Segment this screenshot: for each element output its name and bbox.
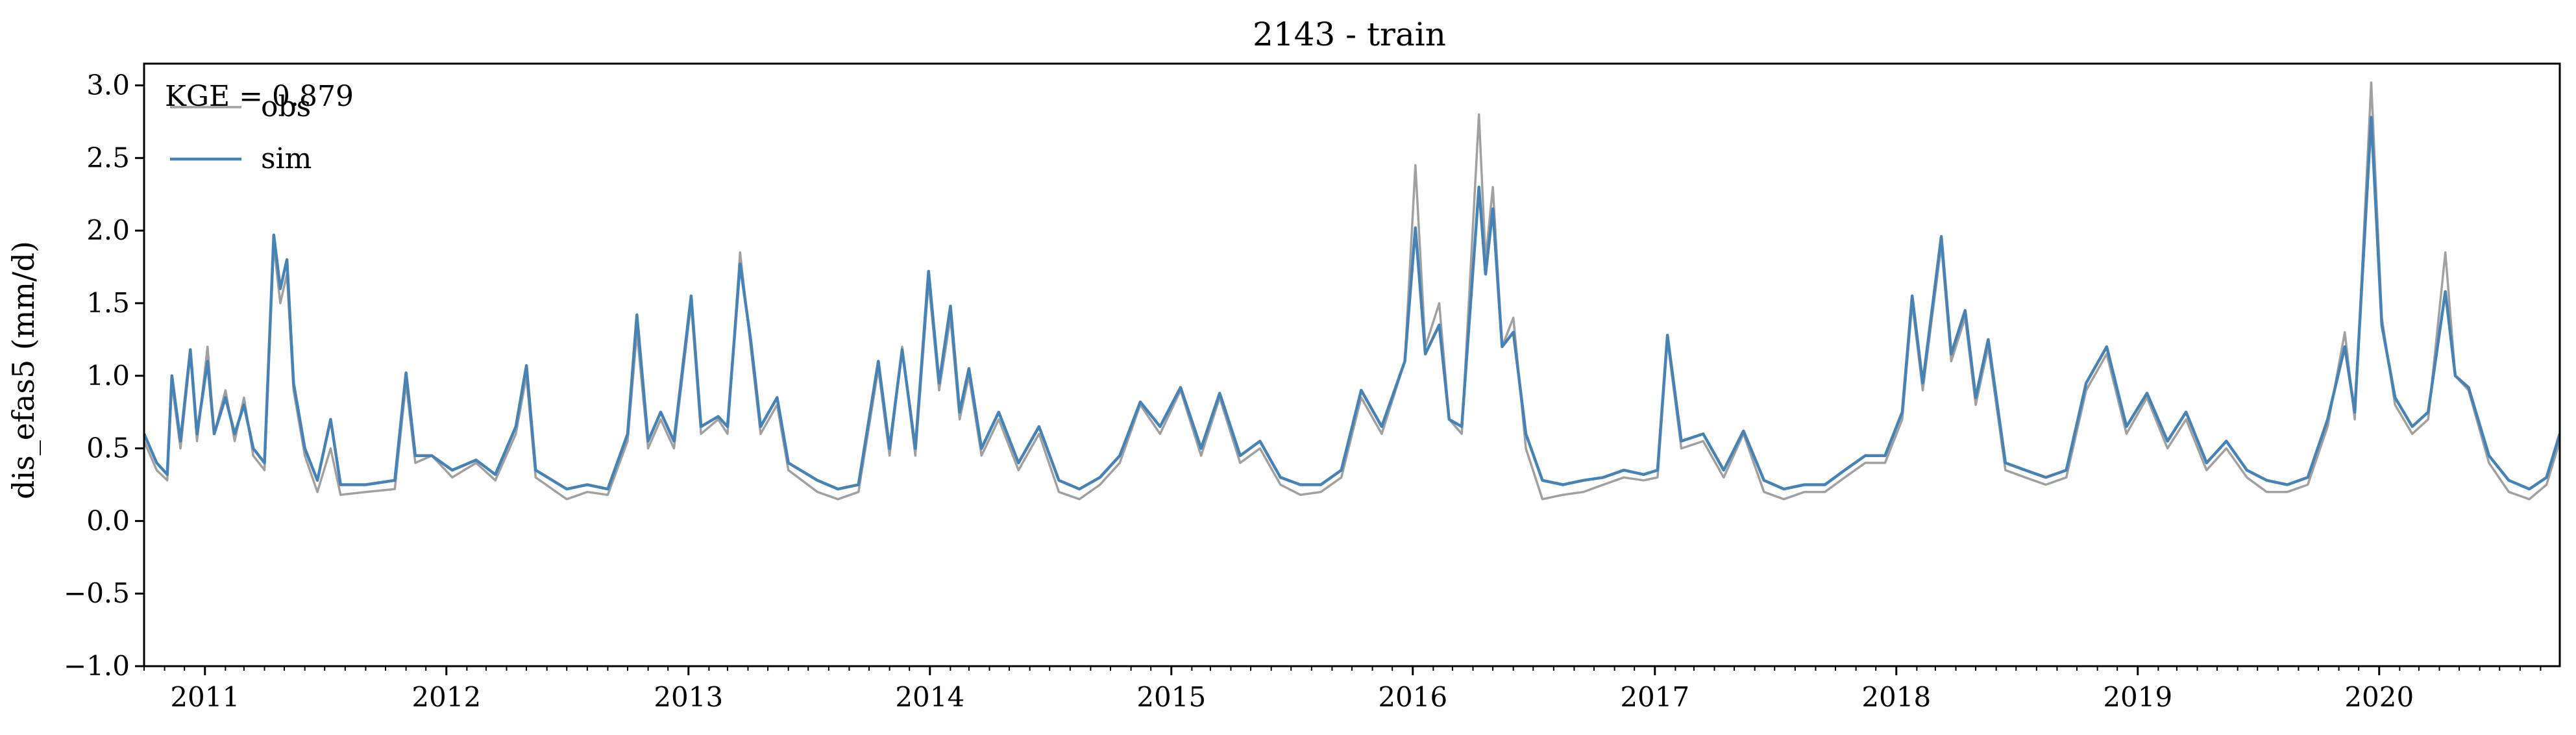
x-tick-label: 2018 xyxy=(1861,681,1931,713)
legend: obs sim xyxy=(170,90,312,175)
y-tick-label: 3.0 xyxy=(86,69,130,101)
legend-label-obs: obs xyxy=(261,90,311,123)
y-tick-label: 1.0 xyxy=(86,360,130,392)
chart-title: 2143 - train xyxy=(1253,16,1446,53)
y-tick-label: 0.0 xyxy=(86,505,130,536)
y-tick-label: 2.0 xyxy=(86,214,130,246)
x-tick-label: 2013 xyxy=(654,681,723,713)
y-axis-ticks: −1.0 −0.5 0.0 0.5 1.0 1.5 2.0 2.5 3.0 xyxy=(64,69,144,682)
y-tick-label: −1.0 xyxy=(64,650,130,682)
x-axis-ticks: 2011 2012 2013 2014 2015 2016 2017 2018 2019 2020 xyxy=(143,666,2542,713)
y-tick-label: −0.5 xyxy=(64,577,130,609)
y-tick-label: 1.5 xyxy=(86,287,130,319)
x-tick-label: 2011 xyxy=(170,681,239,713)
x-tick-label: 2020 xyxy=(2344,681,2414,713)
plot-frame xyxy=(143,62,2561,667)
x-tick-label: 2016 xyxy=(1378,681,1447,713)
x-tick-label: 2015 xyxy=(1136,681,1206,713)
y-tick-label: 2.5 xyxy=(86,142,130,173)
series-line-obs xyxy=(144,81,2560,501)
x-tick-label: 2014 xyxy=(895,681,964,713)
kge-annotation: KGE = 0.879 xyxy=(165,80,354,113)
y-axis-label: dis_efas5 (mm/d) xyxy=(6,241,41,499)
series-line-sim xyxy=(144,116,2560,491)
y-tick-label: 0.5 xyxy=(86,432,130,464)
x-tick-label: 2012 xyxy=(411,681,481,713)
x-tick-label: 2017 xyxy=(1620,681,1689,713)
series-layer xyxy=(144,81,2560,501)
plot-area xyxy=(144,81,2560,501)
x-tick-label: 2019 xyxy=(2103,681,2172,713)
legend-label-sim: sim xyxy=(261,142,312,175)
